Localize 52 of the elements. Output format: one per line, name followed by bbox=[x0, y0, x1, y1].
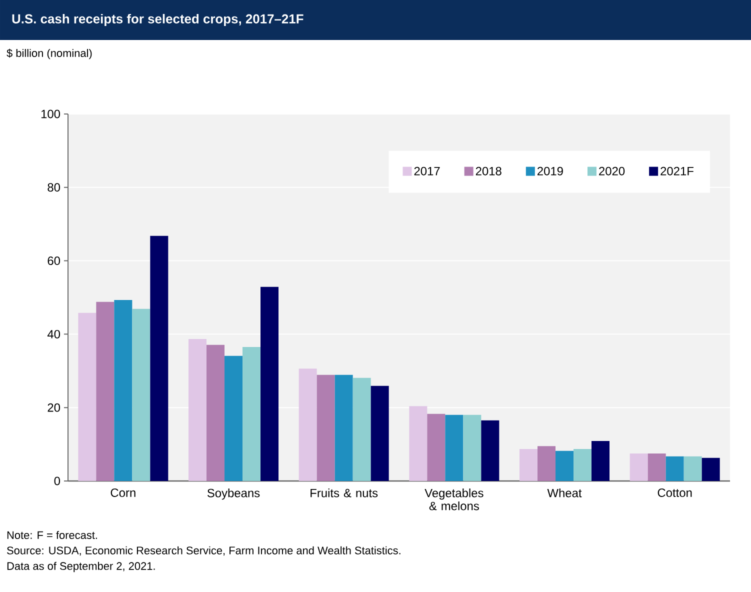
y-tick-label: 100 bbox=[41, 110, 60, 118]
legend-label: 2017 bbox=[414, 166, 440, 176]
bar bbox=[409, 406, 428, 481]
bar bbox=[260, 286, 279, 481]
bar bbox=[224, 356, 243, 481]
x-tick-label: Vegetables & melons bbox=[424, 488, 484, 510]
x-tick-label: Wheat bbox=[547, 488, 582, 498]
bar bbox=[242, 347, 261, 481]
x-tick-label: Cotton bbox=[658, 488, 692, 497]
bar bbox=[592, 440, 610, 481]
source-note: Source: USDA, Economic Research Service, Farm Income and Wealth Statistics. bbox=[7, 546, 400, 556]
bar bbox=[538, 446, 556, 481]
bar bbox=[132, 308, 150, 481]
legend-label: 2019 bbox=[537, 166, 563, 176]
x-tick-label: Corn bbox=[110, 488, 136, 497]
bar bbox=[96, 302, 114, 481]
bar bbox=[463, 414, 482, 481]
bar bbox=[334, 374, 353, 481]
bar bbox=[188, 338, 207, 481]
bar bbox=[78, 312, 96, 481]
bar bbox=[630, 453, 648, 481]
bar bbox=[352, 378, 371, 481]
x-tick-label: Soybeans bbox=[207, 488, 260, 500]
y-tick-label: 40 bbox=[47, 330, 60, 338]
bar bbox=[150, 236, 168, 481]
bar bbox=[114, 300, 132, 481]
legend-label: 2018 bbox=[476, 166, 502, 176]
text: Data as of September 2, 2021. bbox=[7, 562, 155, 572]
bar bbox=[445, 414, 464, 481]
legend-label: 2021F bbox=[660, 166, 694, 176]
x-tick-label: Fruits & nuts bbox=[310, 488, 378, 498]
legend-label: 2020 bbox=[599, 166, 625, 176]
bar bbox=[427, 414, 446, 481]
chart-title: U.S. cash receipts for selected crops, 2017–21F bbox=[12, 14, 304, 26]
y-tick-label: 0 bbox=[54, 476, 60, 486]
y-tick-label: 80 bbox=[48, 183, 60, 192]
y-axis-title: $ billion (nominal) bbox=[6, 48, 92, 60]
y-tick-label: 60 bbox=[48, 256, 60, 266]
bar bbox=[370, 386, 389, 481]
bar bbox=[702, 458, 720, 481]
text: Note: F = forecast. bbox=[7, 530, 97, 540]
bar bbox=[574, 449, 592, 481]
bar bbox=[648, 453, 666, 481]
bar bbox=[520, 449, 538, 481]
bar bbox=[481, 420, 500, 481]
bar bbox=[316, 374, 335, 481]
y-tick-label: 20 bbox=[48, 403, 60, 412]
bar bbox=[298, 368, 317, 481]
bar bbox=[684, 456, 702, 481]
bar bbox=[206, 344, 225, 481]
bar bbox=[556, 450, 574, 481]
bar bbox=[666, 456, 684, 481]
